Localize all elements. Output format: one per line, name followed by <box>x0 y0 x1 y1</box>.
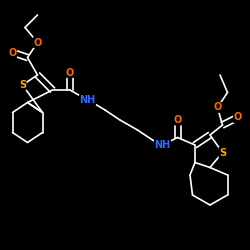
Text: O: O <box>214 102 222 113</box>
Text: NH: NH <box>80 95 96 105</box>
Text: O: O <box>174 115 182 125</box>
Text: S: S <box>19 80 26 90</box>
Text: O: O <box>234 112 241 122</box>
Text: O: O <box>34 38 42 48</box>
Text: S: S <box>219 148 226 158</box>
Text: NH: NH <box>154 140 170 150</box>
Text: O: O <box>8 48 16 58</box>
Text: O: O <box>66 68 74 78</box>
